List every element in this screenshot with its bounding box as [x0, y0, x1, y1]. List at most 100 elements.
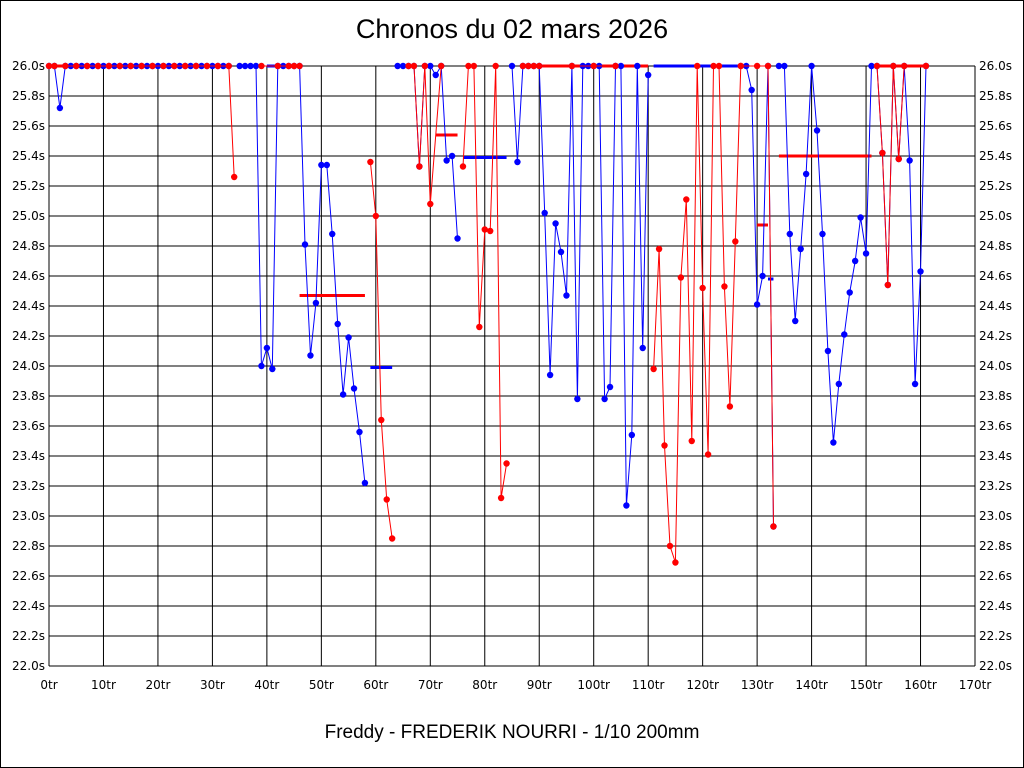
x-tick-label: 20tr [145, 678, 170, 692]
data-point-red [421, 62, 429, 70]
data-point-red [416, 163, 423, 170]
y-tick-label-left: 25.6s [12, 119, 45, 133]
y-tick-label-right: 24.6s [979, 269, 1012, 283]
y-tick-label-right: 25.8s [979, 89, 1012, 103]
data-point-red [519, 62, 527, 70]
series-line-red [369, 161, 393, 539]
data-point-red [405, 62, 412, 70]
series-line-blue [49, 65, 229, 109]
x-tick-label: 80tr [472, 678, 497, 692]
data-point-blue [792, 317, 799, 325]
data-point-red [181, 62, 189, 70]
data-point-red [503, 460, 510, 467]
data-point-red [116, 62, 124, 70]
y-tick-label-right: 23.0s [979, 509, 1012, 523]
data-point-blue [906, 157, 913, 164]
data-point-blue [786, 230, 793, 238]
data-point-red [138, 62, 145, 70]
y-tick-label-left: 24.2s [12, 329, 45, 343]
x-tick-label: 150tr [850, 678, 883, 692]
data-point-red [459, 163, 467, 170]
data-point-red [290, 62, 298, 70]
y-tick-label-left: 23.6s [12, 419, 45, 433]
data-point-blue [606, 383, 614, 391]
data-point-blue [830, 439, 837, 446]
data-point-red [410, 62, 418, 70]
data-point-red [672, 559, 679, 566]
data-point-red [296, 62, 303, 70]
data-point-red [530, 62, 537, 70]
data-point-blue [339, 391, 347, 398]
series-line-blue [397, 64, 458, 239]
series-line-red [876, 65, 926, 286]
x-tick-label: 120tr [686, 678, 719, 692]
data-point-blue [802, 170, 810, 178]
data-point-red [105, 62, 113, 70]
y-tick-label-left: 23.4s [12, 449, 45, 463]
data-point-red [677, 274, 685, 281]
data-point-blue [350, 385, 358, 392]
data-point-red [650, 365, 657, 373]
data-point-red [726, 403, 734, 410]
data-point-blue [541, 209, 548, 217]
data-point-blue [634, 62, 641, 70]
data-point-red [367, 158, 374, 166]
data-point-red [378, 416, 385, 424]
x-tick-label: 60tr [363, 678, 388, 692]
data-point-blue [857, 214, 864, 221]
data-point-red [149, 62, 156, 70]
chart-title: Chronos du 02 mars 2026 [355, 14, 669, 44]
data-point-blue [247, 62, 254, 70]
y-tick-label-left: 22.8s [12, 539, 45, 553]
data-point-red [437, 62, 445, 70]
y-tick-label-right: 24.2s [979, 329, 1012, 343]
data-point-blue [334, 320, 341, 328]
data-point-blue [748, 86, 755, 94]
data-point-red [487, 227, 494, 235]
data-point-red [737, 62, 744, 70]
data-point-blue [263, 344, 271, 352]
data-point-blue [318, 161, 325, 169]
y-tick-label-left: 25.0s [12, 209, 45, 223]
data-point-red [225, 62, 232, 70]
data-point-red [536, 62, 543, 70]
data-point-blue [601, 395, 608, 403]
y-tick-label-right: 22.4s [979, 599, 1012, 613]
data-point-blue [427, 62, 434, 70]
y-tick-label-left: 24.4s [12, 299, 45, 313]
y-tick-label-left: 25.4s [12, 149, 45, 163]
data-point-red [590, 62, 597, 70]
data-point-blue [361, 479, 369, 487]
data-point-blue [252, 62, 260, 70]
data-point-blue [628, 431, 636, 439]
data-point-red [764, 62, 772, 70]
data-point-red [661, 442, 668, 449]
data-point-blue [301, 241, 309, 248]
data-point-red [694, 62, 701, 70]
data-point-blue [862, 250, 870, 257]
y-tick-label-right: 25.2s [979, 179, 1012, 193]
data-point-red [465, 62, 472, 70]
data-point-red [770, 523, 777, 530]
data-point-blue [448, 152, 456, 160]
data-point-red [274, 62, 281, 70]
data-point-red [884, 281, 892, 289]
data-point-red [721, 283, 728, 290]
y-tick-label-right: 23.6s [979, 419, 1012, 433]
series-line-red [653, 65, 742, 563]
data-point-red [470, 62, 478, 70]
data-point-blue [644, 71, 652, 79]
data-point-blue [851, 257, 859, 265]
data-point-blue [819, 230, 826, 238]
y-tick-label-left: 25.2s [12, 179, 45, 193]
data-point-red [171, 62, 178, 70]
data-point-red [525, 62, 532, 70]
data-point-red [683, 196, 690, 203]
data-point-blue [432, 71, 439, 79]
data-point-blue [639, 344, 646, 352]
data-point-blue [775, 62, 783, 70]
data-point-blue [835, 380, 843, 388]
data-point-blue [399, 62, 407, 70]
x-tick-label: 170tr [959, 678, 992, 692]
